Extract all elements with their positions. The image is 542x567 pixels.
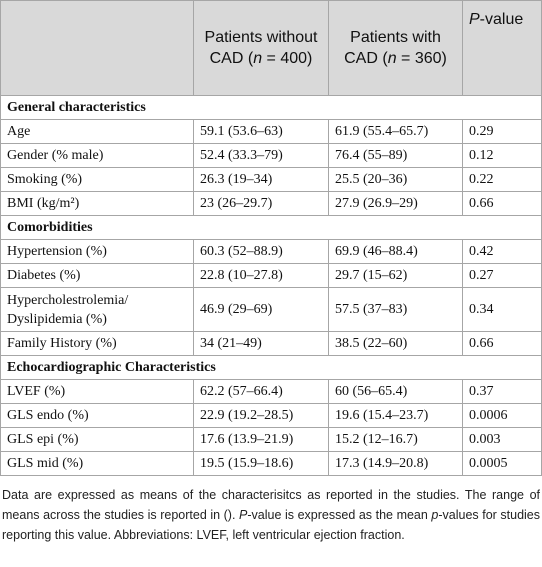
- data-row: Hypertension (%) 60.3 (52–88.9) 69.9 (46–8…: [0, 239, 542, 264]
- row-label: Age: [0, 119, 194, 144]
- text-run: Patients without CAD (: [204, 29, 318, 67]
- row-label: GLS epi (%): [0, 427, 194, 452]
- text-run: -values for studies reporting this value…: [2, 508, 541, 542]
- cell: 22.9 (19.2–28.5): [193, 403, 329, 428]
- data-row: Family History (%) 34 (21–49) 38.5 (22–60)…: [0, 331, 542, 356]
- text-run: = 360): [396, 50, 447, 67]
- cell: 60 (56–65.4): [328, 379, 463, 404]
- cell: 59.1 (53.6–63): [193, 119, 329, 144]
- cell: 23 (26–29.7): [193, 191, 329, 216]
- cell: 22.8 (10–27.8): [193, 263, 329, 288]
- row-label: Family History (%): [0, 331, 194, 356]
- italic-run: P: [239, 508, 248, 522]
- italic-run: P: [469, 11, 480, 28]
- header-row: Patients without CAD (n = 400) Patients w…: [0, 0, 542, 96]
- row-label: Hypercholestrolemia/ Dyslipidemia (%): [0, 287, 194, 332]
- cell: 15.2 (12–16.7): [328, 427, 463, 452]
- data-row: GLS endo (%) 22.9 (19.2–28.5) 19.6 (15.4–2…: [0, 403, 542, 428]
- data-row: GLS epi (%) 17.6 (13.9–21.9) 15.2 (12–16.7…: [0, 427, 542, 452]
- cell: 0.003: [462, 427, 542, 452]
- cell: 57.5 (37–83): [328, 287, 463, 332]
- italic-run: n: [253, 50, 263, 67]
- text-run: = 400): [262, 50, 313, 67]
- cell: 62.2 (57–66.4): [193, 379, 329, 404]
- table-body: General characteristics Age 59.1 (53.6–63)…: [0, 95, 542, 476]
- cell: 0.27: [462, 263, 542, 288]
- italic-run: p: [431, 508, 439, 522]
- section-title: Echocardiographic Characteristics: [0, 355, 542, 380]
- cell: 46.9 (29–69): [193, 287, 329, 332]
- row-label: GLS mid (%): [0, 451, 194, 476]
- cell: 69.9 (46–88.4): [328, 239, 463, 264]
- footnote: Data are expressed as means of the chara…: [2, 485, 540, 545]
- row-label: LVEF (%): [0, 379, 194, 404]
- cell: 60.3 (52–88.9): [193, 239, 329, 264]
- row-label: Hypertension (%): [0, 239, 194, 264]
- cell: 0.0006: [462, 403, 542, 428]
- cell: 19.5 (15.9–18.6): [193, 451, 329, 476]
- text-run: -value is expressed as the mean: [247, 508, 432, 522]
- cell: 17.3 (14.9–20.8): [328, 451, 463, 476]
- text-run: -value: [479, 11, 524, 28]
- cell: 29.7 (15–62): [328, 263, 463, 288]
- cell: 34 (21–49): [193, 331, 329, 356]
- cell: 0.22: [462, 167, 542, 192]
- data-row: Diabetes (%) 22.8 (10–27.8) 29.7 (15–62) 0.…: [0, 263, 542, 288]
- cell: 0.29: [462, 119, 542, 144]
- cell: 0.0005: [462, 451, 542, 476]
- data-row: BMI (kg/m²) 23 (26–29.7) 27.9 (26.9–29) 0.6…: [0, 191, 542, 216]
- data-row: Gender (% male) 52.4 (33.3–79) 76.4 (55–89…: [0, 143, 542, 168]
- header-cell: Patients with CAD (n = 360): [328, 0, 463, 96]
- cell: 52.4 (33.3–79): [193, 143, 329, 168]
- cell: 0.34: [462, 287, 542, 332]
- data-row: Hypercholestrolemia/ Dyslipidemia (%) 46.…: [0, 287, 542, 332]
- cell: 17.6 (13.9–21.9): [193, 427, 329, 452]
- cell: 26.3 (19–34): [193, 167, 329, 192]
- cell: 0.66: [462, 191, 542, 216]
- data-table: Patients without CAD (n = 400) Patients w…: [0, 0, 542, 476]
- row-label: Diabetes (%): [0, 263, 194, 288]
- header-cell: [0, 0, 194, 96]
- cell: 27.9 (26.9–29): [328, 191, 463, 216]
- section-row: Comorbidities: [0, 215, 542, 240]
- data-row: Smoking (%) 26.3 (19–34) 25.5 (20–36) 0.22: [0, 167, 542, 192]
- row-label: Gender (% male): [0, 143, 194, 168]
- cell: 61.9 (55.4–65.7): [328, 119, 463, 144]
- cell: 76.4 (55–89): [328, 143, 463, 168]
- cell: 0.66: [462, 331, 542, 356]
- data-row: LVEF (%) 62.2 (57–66.4) 60 (56–65.4) 0.37: [0, 379, 542, 404]
- section-title: General characteristics: [0, 95, 542, 120]
- text-run: Patients with CAD (: [344, 29, 441, 67]
- cell: 0.42: [462, 239, 542, 264]
- row-label: BMI (kg/m²): [0, 191, 194, 216]
- section-title: Comorbidities: [0, 215, 542, 240]
- data-row: GLS mid (%) 19.5 (15.9–18.6) 17.3 (14.9–20…: [0, 451, 542, 476]
- cell: 0.12: [462, 143, 542, 168]
- cell: 38.5 (22–60): [328, 331, 463, 356]
- cell: 0.37: [462, 379, 542, 404]
- text-run: Data are expressed as means of the chara…: [2, 488, 540, 522]
- row-label: GLS endo (%): [0, 403, 194, 428]
- cell: 19.6 (15.4–23.7): [328, 403, 463, 428]
- header-cell: Patients without CAD (n = 400): [193, 0, 329, 96]
- header-cell: P-value: [462, 0, 542, 96]
- italic-run: n: [387, 50, 397, 67]
- data-row: Age 59.1 (53.6–63) 61.9 (55.4–65.7) 0.29: [0, 119, 542, 144]
- row-label: Smoking (%): [0, 167, 194, 192]
- cell: 25.5 (20–36): [328, 167, 463, 192]
- section-row: General characteristics: [0, 95, 542, 120]
- section-row: Echocardiographic Characteristics: [0, 355, 542, 380]
